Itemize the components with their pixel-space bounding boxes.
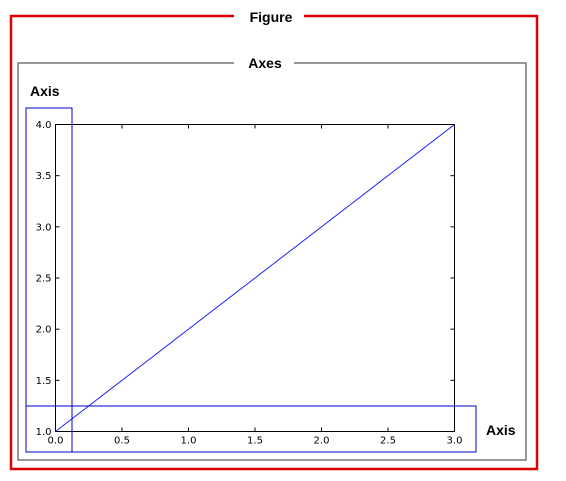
axes-label-gap [234, 54, 294, 72]
figure-label: Figure [250, 9, 293, 25]
x-axis-ticks: 0.0 0.5 1.0 1.5 2.0 2.5 3.0 [48, 124, 463, 447]
data-line [55, 124, 455, 432]
y-tick-label: 2.5 [36, 274, 52, 285]
x-tick-label: 1.0 [181, 436, 197, 447]
x-tick-label: 1.5 [247, 436, 263, 447]
y-tick-label: 1.0 [36, 427, 52, 438]
series-layer [55, 124, 455, 432]
x-axis-label: Axis [486, 422, 516, 438]
figure-frame [9, 14, 539, 471]
y-tick-label: 4.0 [36, 120, 52, 131]
figure-label-gap [234, 8, 304, 26]
x-axis-highlight-box [25, 405, 477, 453]
x-tick-label: 0.5 [114, 436, 130, 447]
x-tick-label: 3.0 [447, 436, 463, 447]
axes-label: Axes [248, 55, 282, 71]
y-tick-label: 3.0 [36, 222, 52, 233]
x-tick-label: 2.0 [314, 436, 330, 447]
y-tick-label: 1.5 [36, 376, 52, 387]
y-axis-label: Axis [30, 83, 60, 99]
y-tick-label: 2.0 [36, 325, 52, 336]
axes-frame [17, 62, 527, 461]
x-tick-label: 2.5 [380, 436, 396, 447]
y-tick-label: 3.5 [36, 171, 52, 182]
x-tick-label: 0.0 [48, 436, 64, 447]
y-axis-ticks: 1.0 1.5 2.0 2.5 3.0 3.5 4.0 [36, 120, 455, 438]
